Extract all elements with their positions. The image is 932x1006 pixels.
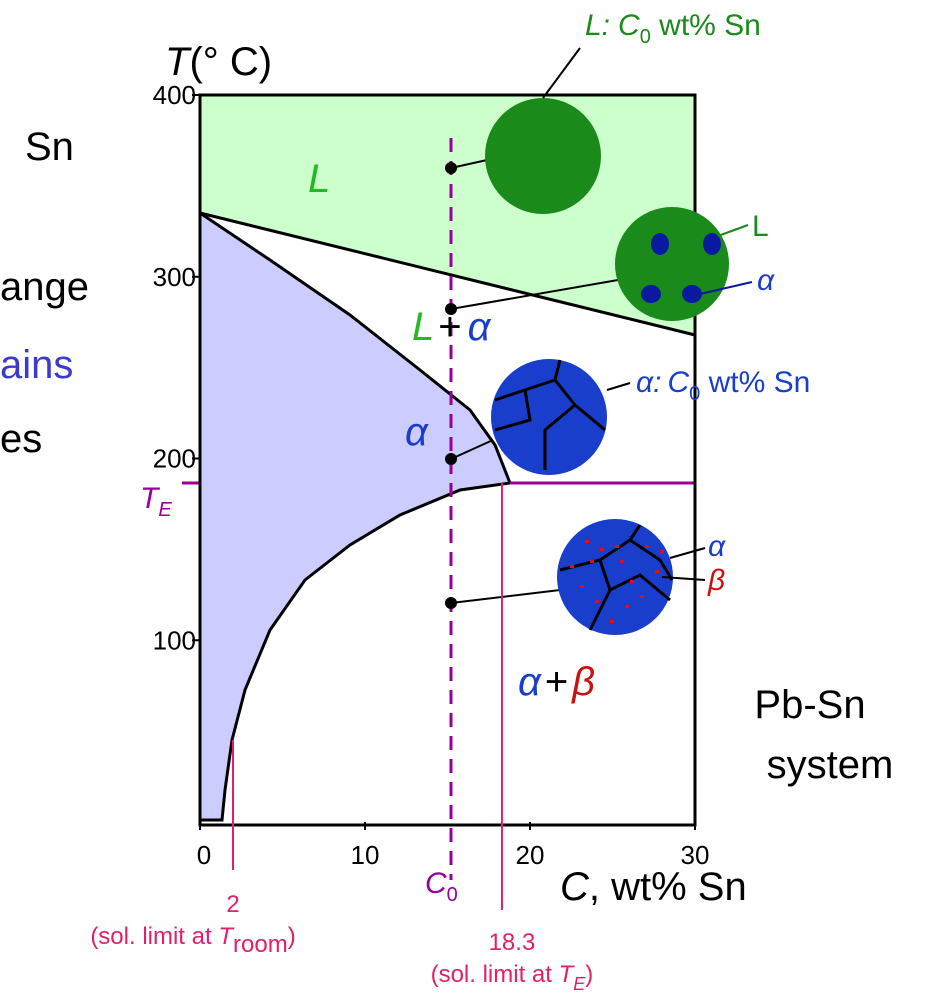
state-point (445, 162, 457, 174)
region-label: L+α (412, 305, 492, 349)
two-phase-micro (615, 207, 729, 321)
y-axis-label: T(° C) (165, 40, 272, 84)
note: (sol. limit at (90, 923, 218, 950)
state-point (445, 453, 457, 465)
callout: α (708, 530, 726, 563)
note: room (233, 931, 288, 958)
alpha-region (200, 213, 510, 820)
alpha-beta-micro (557, 519, 673, 635)
x-tick-label: 20 (516, 840, 545, 870)
callout: β (707, 564, 725, 597)
c0-label: C0 (425, 867, 458, 906)
y-tick-label: 300 (153, 262, 196, 292)
y-tick-label: 200 (153, 444, 196, 474)
state-point (445, 597, 457, 609)
region-label: L (308, 157, 330, 201)
note: ) (585, 961, 593, 988)
x-axis-label: C, wt% Sn (560, 865, 747, 909)
liquid-micro (485, 98, 601, 214)
left-text: es (0, 417, 42, 461)
left-text: ange (0, 265, 89, 309)
leader (670, 548, 705, 558)
alpha-grain (682, 285, 702, 303)
x-tick-label: 0 (197, 840, 211, 870)
chart: Sn ange ains es T(° C) C, wt% Sn L L+α α… (0, 0, 932, 1006)
y-tick-label: 100 (153, 625, 196, 655)
leader (607, 383, 630, 390)
callout: α:C0 wt% Sn (636, 366, 810, 405)
left-text: ains (0, 343, 73, 387)
limit-value: 18.3 (489, 929, 536, 956)
note: (sol. limit at (431, 961, 559, 988)
leader (543, 48, 580, 98)
limit-value: 2 (226, 891, 239, 918)
alpha-grain (641, 285, 661, 303)
alpha-grain (651, 233, 669, 255)
system-label: Pb-Sn (754, 683, 865, 727)
y-tick-label: 400 (153, 80, 196, 110)
callout: α (757, 264, 775, 297)
x-tick-label: 30 (681, 840, 710, 870)
callout: L:C0 wt% Sn (585, 9, 761, 48)
left-text: Sn (25, 125, 74, 169)
limit-note: (sol. limit at TE) (431, 961, 594, 994)
leader (451, 590, 560, 603)
region-label: α (405, 410, 429, 454)
system-label: system (767, 743, 894, 787)
x-tick-label: 10 (351, 840, 380, 870)
note: ) (288, 923, 296, 950)
region-label: α+β (518, 660, 595, 704)
leader (718, 225, 748, 236)
te-label: TE (140, 482, 172, 521)
limit-note: (sol. limit at Troom) (90, 923, 295, 958)
callout: L (752, 210, 769, 243)
